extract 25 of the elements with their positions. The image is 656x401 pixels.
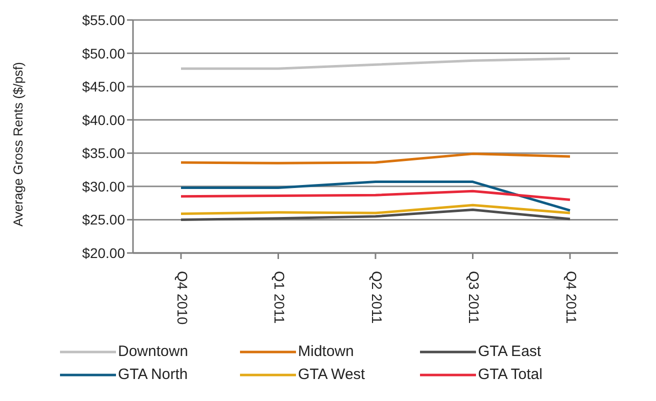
legend-label: Midtown: [298, 343, 355, 360]
legend-label: GTA Total: [478, 366, 544, 383]
x-tick-label: Q4 2010: [174, 271, 190, 325]
legend-label: GTA North: [118, 366, 189, 383]
line-series: [180, 57, 572, 70]
x-tick-label: Q4 2011: [563, 271, 580, 324]
x-tick-label: Q3 2011: [466, 271, 482, 324]
y-tick-label: $50.00: [82, 45, 126, 62]
legend-label: Downtown: [118, 343, 190, 360]
y-tick-label: $25.00: [82, 212, 126, 228]
y-axis-title: Average Gross Rents ($/psf): [10, 62, 26, 226]
y-tick-label: $55.00: [82, 12, 126, 28]
y-tick-label: $40.00: [82, 112, 126, 128]
legend-label: GTA West: [298, 366, 366, 383]
line-series: [180, 204, 572, 215]
y-tick-label: $35.00: [82, 145, 126, 162]
y-tick-label: $45.00: [82, 78, 126, 95]
line-series: [180, 190, 572, 201]
line-series: [180, 152, 572, 164]
x-tick-label: Q1 2011: [272, 271, 288, 324]
y-tick-label: $20.00: [82, 244, 126, 261]
legend-label: GTA East: [478, 343, 542, 360]
line-series: [180, 208, 572, 221]
y-tick-label: $30.00: [82, 178, 126, 194]
x-tick-label: Q2 2011: [368, 271, 385, 324]
